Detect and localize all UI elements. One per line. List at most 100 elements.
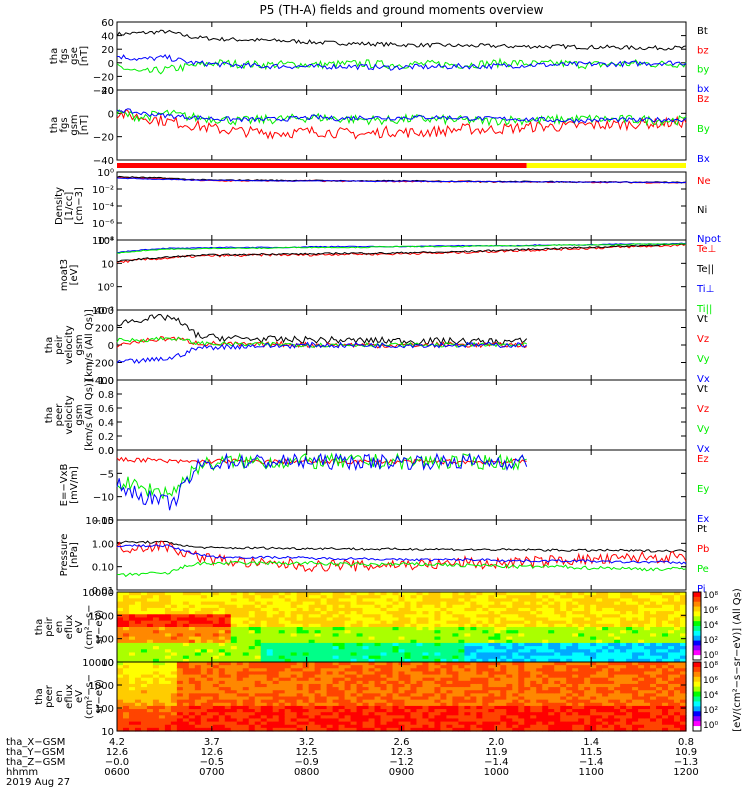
legend-entry: Vy bbox=[697, 424, 710, 435]
colorbar-step bbox=[693, 682, 701, 687]
legend-entry: Ez bbox=[697, 454, 709, 465]
colorbar-step bbox=[693, 616, 701, 621]
panel-frame bbox=[117, 22, 686, 90]
y-tick-label: 0 bbox=[108, 446, 114, 457]
panel-4: 10⁴10⁲10⁰10⁻²moat3[eV]Te⊥Te||Ti⊥Ti|| bbox=[59, 236, 716, 317]
colorbar-step bbox=[693, 611, 701, 616]
y-axis-label: thapeervelocitygsm[km/s (All Qs)] bbox=[44, 379, 95, 451]
y-tick-label: 10⁰ bbox=[97, 168, 114, 179]
colorbar-step bbox=[693, 697, 701, 702]
colorbar-step bbox=[693, 626, 701, 631]
y-axis-label: thapeerenefluxeV(cm²−s−sr−eV) bbox=[34, 674, 105, 719]
y-axis-label-line: [eV] bbox=[69, 265, 80, 286]
y-axis-label-line: [nT] bbox=[79, 115, 90, 135]
y-axis-label-line: [cm−3] bbox=[74, 187, 85, 225]
y-axis-label: E=−VxB[mV/m] bbox=[59, 464, 80, 507]
y-axis-label-line: [nT] bbox=[79, 46, 90, 66]
y-axis-label-line: [mV/m] bbox=[69, 466, 80, 504]
panel-6: 1.00.80.60.40.20.0thapeervelocitygsm[km/… bbox=[44, 376, 710, 457]
figure-title: P5 (TH-A) fields and ground moments over… bbox=[260, 3, 544, 17]
colorbar-step bbox=[693, 650, 701, 655]
y-tick-label: 40 bbox=[101, 32, 114, 43]
y-axis-label: thafgsgsm[nT] bbox=[49, 114, 90, 135]
panel-8: 10.001.000.100.01Pressure[nPa]PtPbPePi bbox=[59, 516, 709, 597]
y-tick-label: −40 bbox=[93, 156, 114, 167]
legend-entry: Ti⊥ bbox=[696, 284, 714, 295]
series-line bbox=[117, 315, 527, 345]
colorbar-step bbox=[693, 716, 701, 721]
y-tick-label: 20 bbox=[101, 45, 114, 56]
panel-1: 6040200−20−40thafgsgse[nT]Btbzbybx bbox=[49, 18, 709, 97]
y-tick-label: 10⁻⁶ bbox=[92, 219, 114, 230]
colorbar-step bbox=[693, 692, 701, 697]
y-tick-label: 0 bbox=[108, 109, 114, 120]
colorbar-tick-label: 10⁴ bbox=[703, 621, 718, 631]
series-line bbox=[117, 561, 686, 576]
y-tick-label: 0.6 bbox=[98, 404, 114, 415]
y-tick-label: 20 bbox=[101, 86, 114, 97]
legend-entry: Vz bbox=[697, 334, 709, 345]
legend-entry: Vz bbox=[697, 404, 709, 415]
colorbar-step bbox=[693, 711, 701, 716]
legend-entry: Pt bbox=[697, 524, 707, 535]
colorbar-step bbox=[693, 677, 701, 682]
legend-entry: Vy bbox=[697, 354, 710, 365]
legend-entry: Te⊥ bbox=[696, 244, 716, 255]
axis-row-value: 0600 bbox=[104, 767, 129, 778]
legend-entry: Ne bbox=[697, 176, 711, 187]
y-tick-label: 0.4 bbox=[98, 418, 114, 429]
colorbar-step bbox=[693, 621, 701, 626]
y-axis-label-line: [km/s (All Qs)] bbox=[84, 309, 95, 381]
y-axis-label-line: [nPa] bbox=[69, 542, 80, 568]
y-tick-label: 1.0 bbox=[98, 376, 114, 387]
status-bar-red bbox=[117, 163, 527, 168]
panel-9: 10000100010010thapeirenefluxeV(cm²−s−sr−… bbox=[34, 588, 687, 669]
legend-entry: Ni bbox=[697, 205, 707, 216]
legend-entry: Pb bbox=[697, 544, 709, 555]
y-axis-label: thapeirenefluxeV(cm²−s−sr−eV) bbox=[34, 604, 105, 649]
series-line bbox=[117, 541, 686, 552]
colorbar-step bbox=[693, 641, 701, 646]
series-line bbox=[117, 30, 686, 50]
colorbar-step bbox=[693, 701, 701, 706]
y-tick-label: 10000 bbox=[82, 658, 114, 669]
colorbar: 10⁸10⁶10⁴10²10⁰10⁸10⁶10⁴10²10⁰ [eV/(cm²−s… bbox=[693, 588, 743, 732]
legend-entry: Bt bbox=[697, 26, 708, 37]
legend-entry: Ey bbox=[697, 484, 709, 495]
y-tick-label: 0.2 bbox=[98, 432, 114, 443]
colorbar-step bbox=[693, 662, 701, 667]
series-line bbox=[117, 178, 686, 183]
y-tick-label: −5 bbox=[99, 469, 114, 480]
legend-entry: Bz bbox=[697, 94, 709, 105]
legend-entry: Vt bbox=[697, 314, 708, 325]
axis-row-value: 1200 bbox=[673, 767, 698, 778]
panel-frame bbox=[117, 380, 686, 450]
y-axis-label: moat3[eV] bbox=[59, 259, 80, 291]
y-axis-label: Density[1/cc][cm−3] bbox=[54, 187, 85, 225]
colorbar-step bbox=[693, 636, 701, 641]
axis-row-value: 0700 bbox=[199, 767, 224, 778]
panel-frame bbox=[117, 90, 686, 160]
axis-row-value: 0900 bbox=[389, 767, 414, 778]
legend-entry: Bx bbox=[697, 154, 710, 165]
y-tick-label: 200 bbox=[95, 324, 114, 335]
legend-entry: bz bbox=[697, 45, 709, 56]
y-tick-label: 10⁻² bbox=[92, 185, 114, 196]
y-tick-label: 1.00 bbox=[92, 539, 114, 550]
colorbar-tick-label: 10⁴ bbox=[703, 691, 718, 701]
legend-entry: Pe bbox=[697, 564, 709, 575]
colorbar-step bbox=[693, 706, 701, 711]
axis-row-value: 0800 bbox=[294, 767, 319, 778]
panel-2: 200−20−40thafgsgsm[nT]BzByBx bbox=[49, 86, 710, 167]
y-tick-label: 10000 bbox=[82, 588, 114, 599]
panel-3: 10⁰10⁻²10⁻⁴10⁻⁶10⁻⁸Density[1/cc][cm−3]Ne… bbox=[54, 168, 721, 247]
colorbar-step bbox=[693, 672, 701, 677]
legend-entry: Te|| bbox=[696, 264, 714, 275]
panels: 6040200−20−40thafgsgse[nT]Btbzbybx200−20… bbox=[34, 18, 721, 738]
colorbar-tick-label: 10² bbox=[703, 706, 718, 716]
y-tick-label: −20 bbox=[93, 72, 114, 83]
colorbar-tick-label: 10² bbox=[703, 636, 718, 646]
y-tick-label: 0 bbox=[108, 341, 114, 352]
colorbar-tick-label: 10⁸ bbox=[703, 661, 718, 671]
